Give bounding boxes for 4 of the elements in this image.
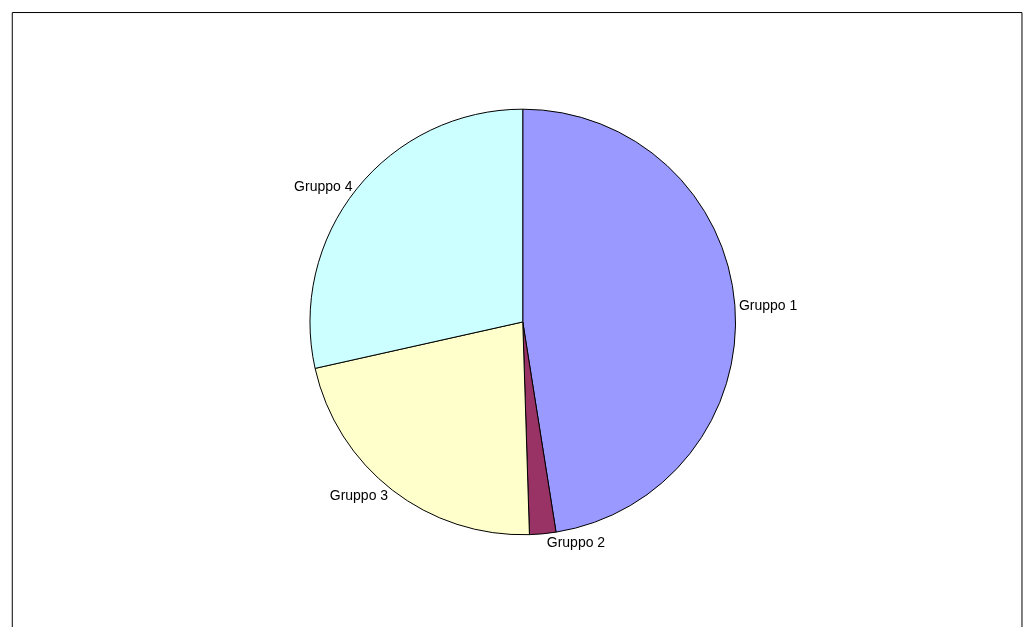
slice-label: Gruppo 3	[329, 487, 389, 504]
slice-label: Gruppo 1	[738, 297, 798, 314]
slice-label: Gruppo 2	[546, 533, 606, 550]
slice-label: Gruppo 4	[294, 177, 353, 194]
